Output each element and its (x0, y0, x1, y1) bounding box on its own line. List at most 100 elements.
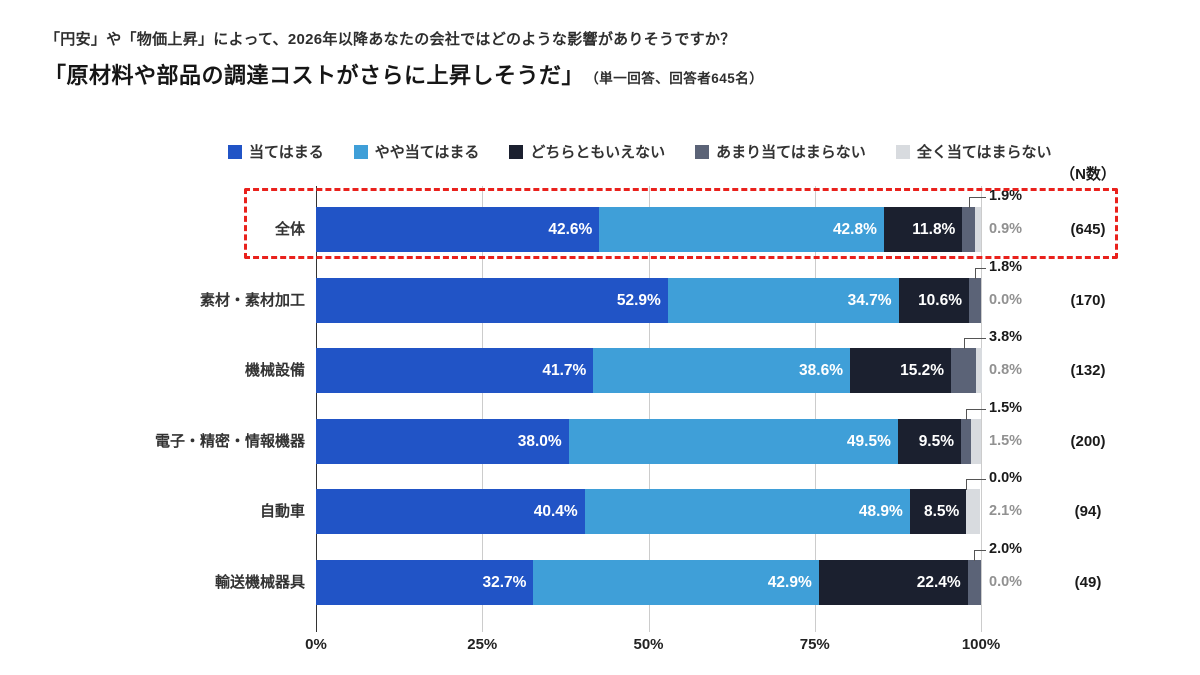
y-axis-line (316, 186, 317, 632)
bar-segment: 38.6% (593, 348, 850, 393)
legend-swatch-icon (695, 144, 710, 159)
bar-segment: 8.5% (909, 489, 967, 534)
x-axis-tick-label: 100% (961, 636, 1001, 653)
bar-segment-value: 48.9% (858, 502, 903, 520)
x-axis-tick-label: 25% (467, 636, 498, 653)
bar-segment (976, 348, 982, 393)
n-count-value: (200) (1070, 432, 1106, 450)
callout-value: 1.9% (989, 188, 1023, 204)
bar-segment-value: 32.7% (482, 573, 527, 591)
bar-segment-value: 9.5% (918, 432, 955, 450)
legend: 当てはまる やや当てはまる どちらともいえない あまり当てはまらない 全く当てはまらない (228, 141, 1052, 162)
legend-swatch-icon (895, 144, 910, 159)
bar-segment-value: 42.9% (767, 573, 812, 591)
stacked-bar: 52.9% 34.7% 10.6% (316, 278, 981, 323)
stacked-bar: 42.6% 42.8% 11.8% (316, 207, 981, 252)
category-label: 全体 (274, 221, 305, 238)
legend-label: あまり当てはまらない (716, 144, 866, 161)
callout-connector (966, 479, 986, 490)
bar-segment (951, 348, 977, 393)
bar-segment (967, 560, 981, 605)
callout-value: 1.8% (989, 259, 1023, 275)
bar-segment: 22.4% (818, 560, 968, 605)
callout-connector (975, 268, 986, 279)
bar-segment-value: 8.5% (924, 502, 960, 520)
n-count-value: (170) (1070, 291, 1106, 309)
bar-segment-value: 38.0% (517, 432, 562, 450)
category-label: 自動車 (259, 503, 305, 520)
callout-value: 0.0% (989, 470, 1023, 486)
n-count-value: (645) (1070, 220, 1106, 238)
callout-value: 3.8% (989, 329, 1023, 345)
bar-segment-value: 42.8% (832, 220, 877, 238)
bar-segment: 11.8% (883, 207, 963, 252)
bar-segment: 42.6% (316, 207, 600, 252)
bar-segment-value: 15.2% (900, 361, 945, 379)
outside-value: 0.9% (989, 220, 1023, 237)
bar-segment-value: 11.8% (912, 220, 956, 238)
bar-segment (974, 207, 981, 252)
callout-connector (974, 550, 986, 561)
bar-segment: 34.7% (667, 278, 899, 323)
x-axis-tick-label: 50% (633, 636, 664, 653)
bar-segment (966, 489, 981, 534)
bar-segment-value: 22.4% (916, 573, 961, 591)
callout-connector (963, 338, 986, 349)
bar-segment-value: 38.6% (799, 361, 843, 379)
legend-item: 全く当てはまらない (895, 141, 1052, 162)
callout-value: 2.0% (989, 541, 1023, 557)
legend-label: どちらともいえない (530, 144, 666, 161)
bar-segment (969, 278, 981, 323)
legend-swatch-icon (509, 144, 524, 159)
survey-question: 「円安」や「物価上昇」によって、2026年以降あなたの会社ではどのような影響があ… (45, 31, 736, 48)
x-axis-tick-label: 0% (305, 636, 327, 653)
legend-label: 当てはまる (249, 144, 324, 161)
gridline (482, 186, 484, 632)
bar-segment: 38.0% (316, 419, 569, 464)
legend-item: あまり当てはまらない (695, 141, 866, 162)
bar-segment: 42.8% (599, 207, 884, 252)
legend-swatch-icon (353, 144, 368, 159)
callout-value: 1.5% (989, 400, 1023, 416)
category-label: 輸送機械器具 (214, 574, 305, 591)
bar-segment-value: 52.9% (616, 291, 661, 309)
bar-segment: 52.9% (316, 278, 668, 323)
n-count-value: (94) (1074, 502, 1102, 520)
legend-item: 当てはまる (228, 141, 324, 162)
bar-segment-value: 10.6% (918, 291, 963, 309)
category-label: 素材・素材加工 (199, 292, 305, 309)
category-label: 電子・精密・情報機器 (154, 433, 305, 450)
outside-value: 1.5% (989, 432, 1023, 449)
highlight-dashed-box (244, 188, 1118, 259)
bar-segment: 49.5% (568, 419, 898, 464)
stacked-bar: 40.4% 48.9% 8.5% (316, 489, 981, 534)
callout-connector (968, 197, 986, 208)
outside-value: 0.8% (989, 361, 1023, 378)
bar-segment (961, 419, 971, 464)
n-count-value: (132) (1070, 361, 1106, 379)
outside-value: 0.0% (989, 573, 1023, 590)
outside-value: 0.0% (989, 291, 1023, 308)
bar-segment: 15.2% (849, 348, 952, 393)
legend-item: どちらともいえない (509, 141, 665, 162)
gridline (648, 186, 650, 632)
bar-segment: 9.5% (897, 419, 962, 464)
bar-segment: 42.9% (533, 560, 819, 605)
stacked-bar: 41.7% 38.6% 15.2% (316, 348, 982, 393)
chart-title-text: 「原材料や部品の調達コストがさらに上昇しそうだ」 (44, 63, 585, 88)
outside-value: 2.1% (989, 502, 1023, 519)
chart-title-note: （単一回答、回答者645名） (592, 71, 764, 86)
bar-segment: 48.9% (584, 489, 910, 534)
bar-segment-value: 34.7% (847, 291, 892, 309)
x-axis-tick-label: 75% (799, 636, 830, 653)
bar-segment: 41.7% (316, 348, 594, 393)
bar-segment (971, 419, 981, 464)
legend-item: やや当てはまる (353, 141, 479, 162)
chart-title: 「原材料や部品の調達コストがさらに上昇しそうだ」 （単一回答、回答者645名） (44, 58, 763, 90)
gridline (814, 186, 816, 632)
bar-segment: 10.6% (898, 278, 970, 323)
callout-connector (966, 409, 986, 420)
bar-segment-value: 42.6% (548, 220, 593, 238)
legend-label: 全く当てはまらない (916, 144, 1052, 161)
